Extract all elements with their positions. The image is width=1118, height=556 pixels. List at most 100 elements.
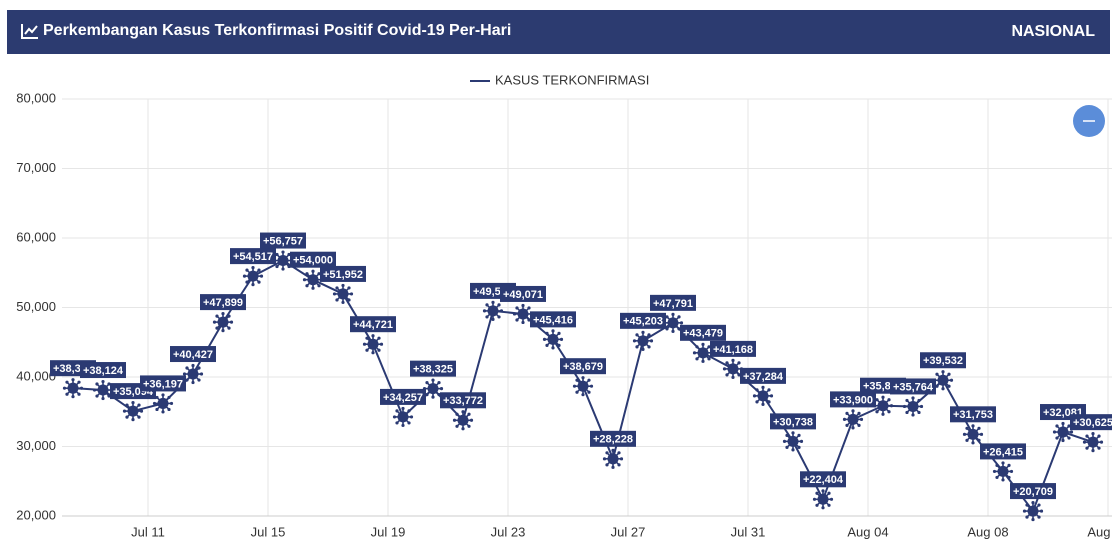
marker-tip bbox=[995, 463, 999, 468]
marker-tip bbox=[311, 286, 315, 290]
marker-tip bbox=[281, 267, 285, 271]
marker-tip bbox=[79, 386, 84, 390]
marker-tip bbox=[155, 395, 159, 400]
marker-tip bbox=[521, 320, 525, 325]
marker-body bbox=[787, 435, 799, 447]
marker-tip bbox=[767, 388, 771, 392]
marker-tip bbox=[692, 351, 697, 355]
marker-tip bbox=[341, 283, 345, 288]
virus-marker bbox=[992, 461, 1014, 482]
marker-tip bbox=[725, 373, 729, 377]
marker-body bbox=[517, 308, 529, 320]
data-label-box bbox=[890, 378, 936, 395]
data-label-box bbox=[230, 248, 276, 265]
data-label-box bbox=[170, 346, 216, 363]
marker-tip bbox=[905, 410, 909, 415]
marker-tip bbox=[275, 264, 279, 269]
data-label-box bbox=[800, 471, 846, 488]
marker-tip bbox=[245, 268, 249, 272]
data-label: +38,124 bbox=[83, 365, 124, 377]
marker-tip bbox=[491, 317, 495, 322]
marker-tip bbox=[791, 431, 795, 435]
y-tick-label: 80,000 bbox=[16, 90, 56, 105]
data-label-box bbox=[320, 265, 366, 282]
marker-tip bbox=[137, 415, 141, 419]
data-label: +34,257 bbox=[383, 392, 423, 404]
marker-tip bbox=[467, 424, 471, 428]
marker-tip bbox=[92, 388, 97, 392]
marker-tip bbox=[1022, 509, 1027, 513]
marker-tip bbox=[1001, 461, 1005, 465]
marker-tip bbox=[737, 361, 741, 365]
marker-tip bbox=[227, 326, 231, 330]
marker-tip bbox=[737, 373, 741, 377]
marker-tip bbox=[545, 343, 549, 347]
marker-tip bbox=[881, 395, 885, 399]
marker-tip bbox=[455, 412, 459, 416]
marker-tip bbox=[467, 412, 471, 416]
virus-marker bbox=[92, 379, 114, 401]
marker-tip bbox=[782, 439, 787, 443]
marker-tip bbox=[377, 348, 381, 352]
marker-tip bbox=[589, 384, 594, 388]
marker-tip bbox=[701, 342, 705, 346]
marker-tip bbox=[827, 503, 831, 507]
marker-tip bbox=[485, 303, 489, 307]
marker-tip bbox=[941, 370, 945, 374]
marker-tip bbox=[695, 357, 699, 361]
marker-tip bbox=[131, 400, 135, 405]
virus-marker bbox=[212, 312, 234, 333]
marker-tip bbox=[1031, 517, 1035, 522]
marker-tip bbox=[845, 423, 849, 428]
marker-tip bbox=[947, 372, 951, 376]
marker-tip bbox=[671, 312, 675, 316]
y-tick-label: 70,000 bbox=[16, 160, 56, 175]
marker-tip bbox=[551, 329, 555, 333]
data-label-box bbox=[620, 312, 666, 329]
marker-tip bbox=[992, 469, 997, 474]
marker-tip bbox=[887, 410, 891, 414]
marker-tip bbox=[761, 402, 765, 406]
legend-label: KASUS TERKONFIRMASI bbox=[495, 72, 649, 87]
marker-tip bbox=[107, 382, 111, 386]
marker-tip bbox=[785, 433, 789, 437]
marker-tip bbox=[71, 378, 75, 382]
marker-tip bbox=[911, 413, 915, 417]
marker-tip bbox=[677, 315, 681, 319]
marker-tip bbox=[1025, 515, 1029, 519]
marker-tip bbox=[131, 417, 135, 422]
virus-marker bbox=[482, 300, 504, 322]
marker-tip bbox=[611, 448, 615, 452]
marker-tip bbox=[401, 423, 405, 428]
marker-tip bbox=[302, 278, 307, 282]
data-label: +56,757 bbox=[263, 235, 303, 247]
marker-tip bbox=[1052, 430, 1057, 434]
data-label: +33,772 bbox=[443, 395, 483, 407]
marker-body bbox=[127, 405, 139, 417]
marker-body bbox=[67, 382, 79, 394]
marker-body bbox=[367, 338, 379, 350]
marker-tip bbox=[407, 421, 411, 425]
marker-tip bbox=[827, 491, 831, 495]
marker-tip bbox=[605, 463, 609, 467]
virus-marker bbox=[932, 370, 954, 391]
marker-tip bbox=[167, 395, 171, 400]
marker-body bbox=[1057, 426, 1069, 438]
marker-tip bbox=[815, 491, 819, 495]
marker-tip bbox=[881, 412, 885, 416]
marker-tip bbox=[965, 438, 969, 442]
virus-marker bbox=[1022, 500, 1044, 522]
marker-tip bbox=[491, 300, 495, 305]
marker-body bbox=[757, 390, 769, 402]
marker-body bbox=[247, 270, 259, 282]
marker-tip bbox=[461, 427, 465, 431]
marker-body bbox=[697, 347, 709, 359]
virus-marker bbox=[962, 424, 984, 445]
marker-tip bbox=[619, 457, 624, 461]
data-label-box bbox=[80, 362, 126, 379]
marker-tip bbox=[65, 380, 69, 384]
marker-tip bbox=[722, 367, 727, 371]
x-tick-label: Jul 31 bbox=[731, 524, 766, 539]
marker-tip bbox=[185, 366, 189, 370]
marker-body bbox=[187, 368, 199, 380]
